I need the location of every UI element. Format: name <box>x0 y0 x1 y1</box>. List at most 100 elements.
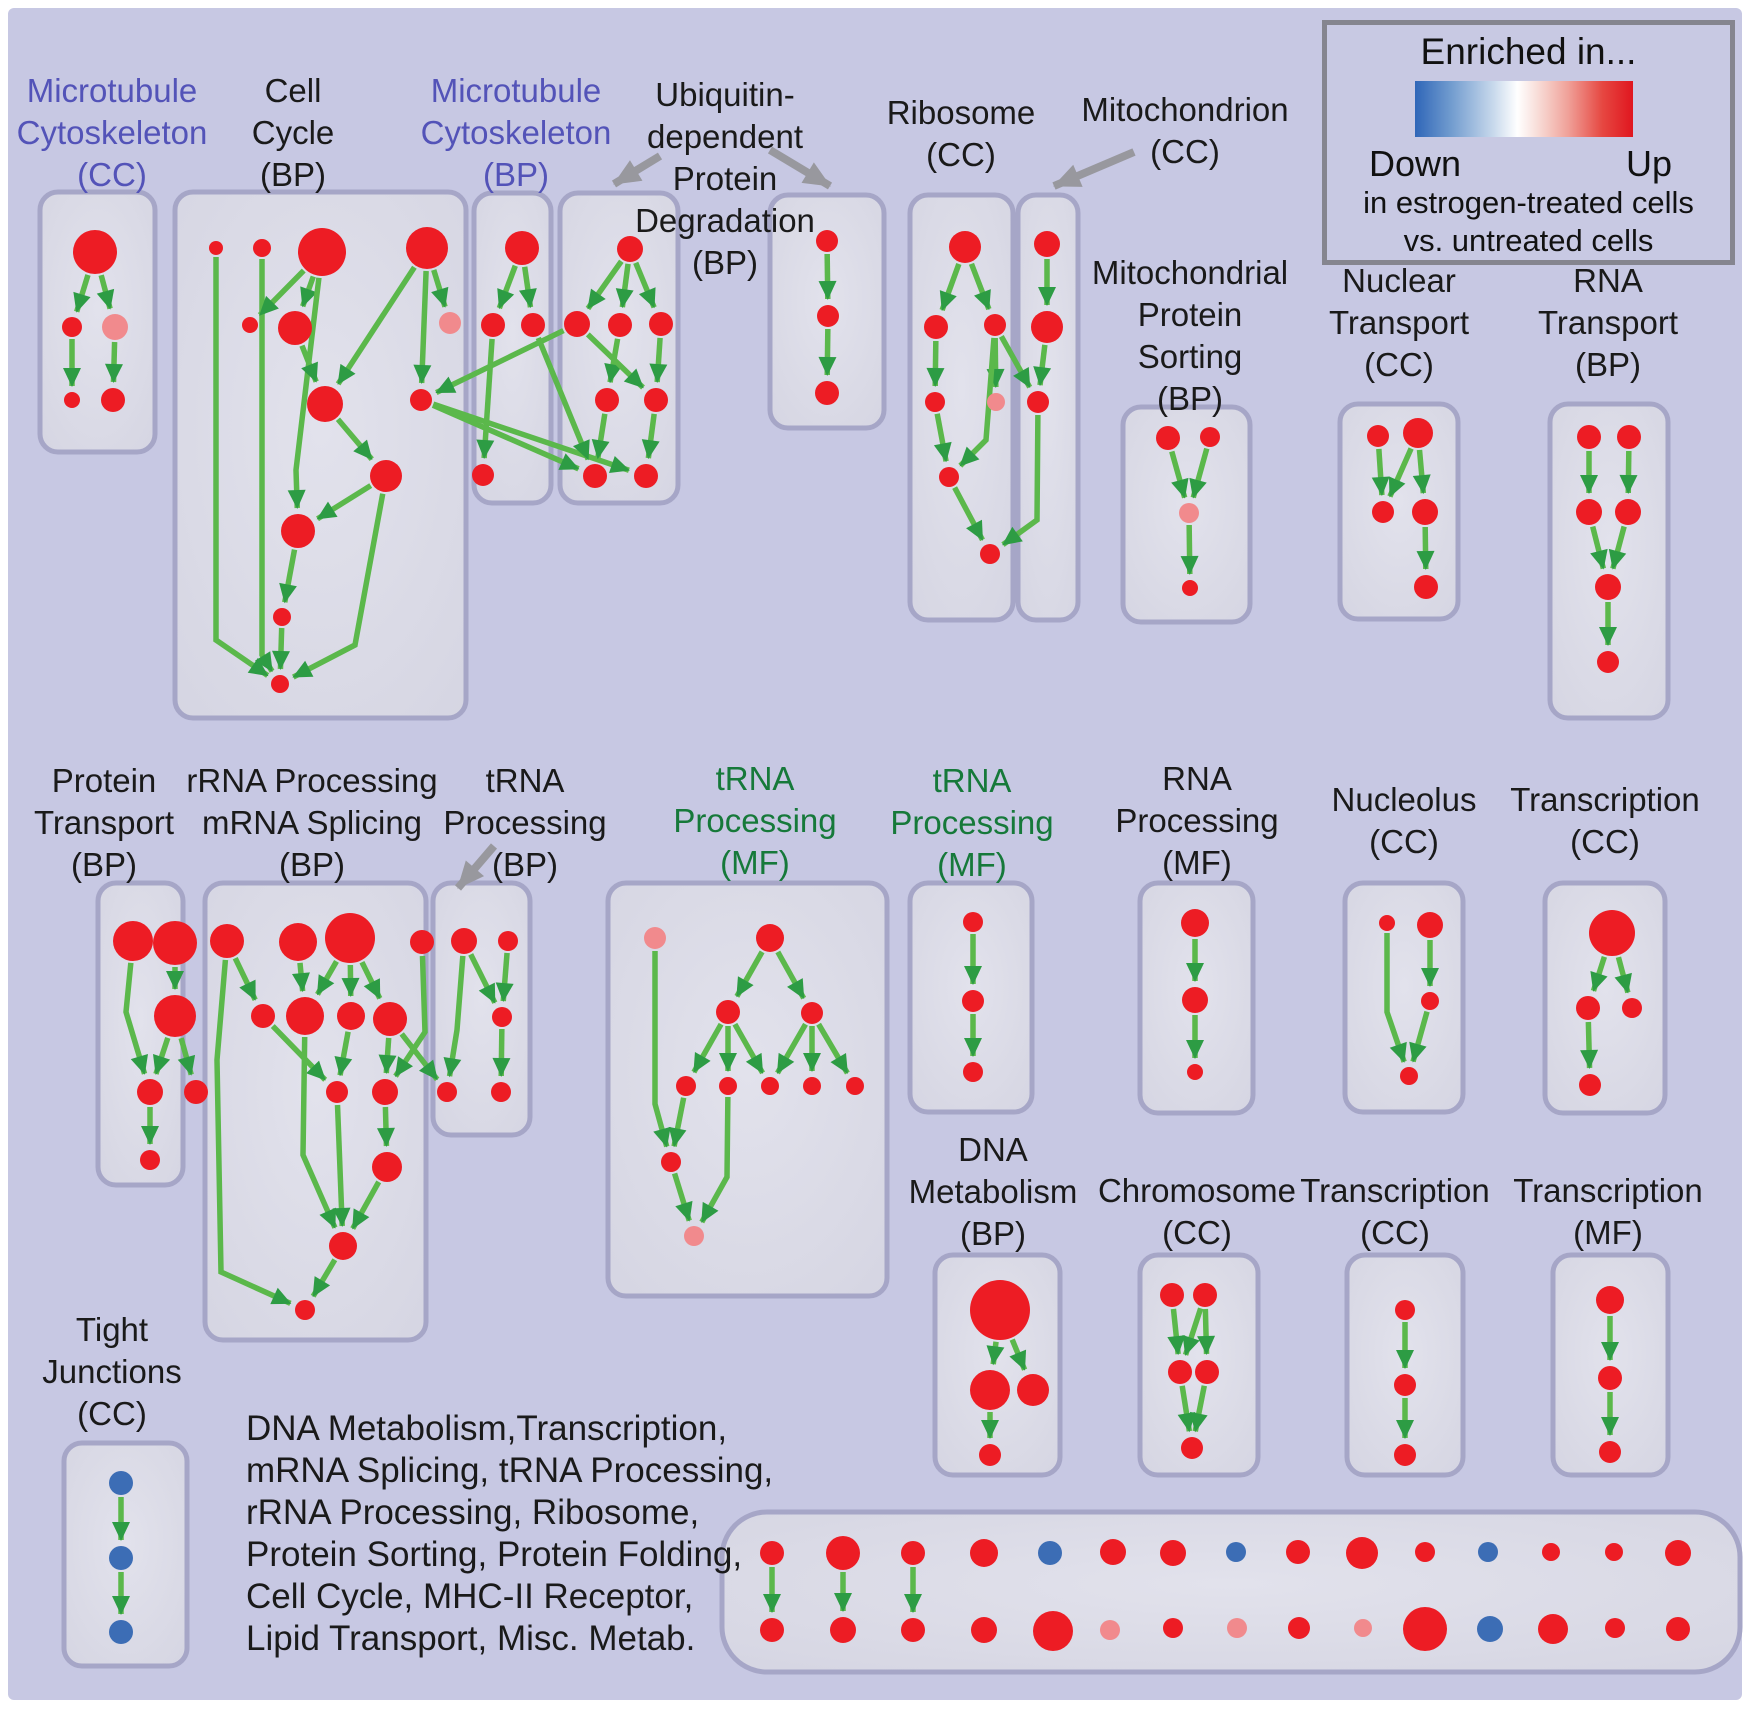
graph-node <box>1181 909 1209 937</box>
misc-annotation: DNA Metabolism,Transcription, mRNA Splici… <box>246 1408 773 1660</box>
edge-arrow <box>1590 955 1608 992</box>
cluster-label-line: tRNA <box>932 762 1012 799</box>
graph-node <box>1033 1611 1073 1651</box>
edge-arrow <box>699 1096 731 1224</box>
cluster-label-line: (BP) <box>71 846 137 883</box>
graph-node <box>1372 501 1394 523</box>
cluster-label-line: Junctions <box>42 1353 182 1390</box>
graph-node <box>608 313 632 337</box>
graph-node <box>644 388 668 412</box>
cluster-box-mtcc <box>37 189 158 455</box>
edge-arrow <box>1416 526 1435 571</box>
edge-arrow <box>232 956 258 1001</box>
edge-arrow <box>315 960 339 996</box>
cluster-box-ntr <box>1337 401 1461 622</box>
graph-node <box>102 314 128 340</box>
graph-node <box>307 386 343 422</box>
graph-node <box>1576 499 1602 525</box>
graph-node <box>1605 1618 1625 1638</box>
edge-arrow <box>492 1028 511 1078</box>
cluster-label-line: Ubiquitin- <box>655 76 795 113</box>
graph-node <box>492 1007 512 1027</box>
graph-node <box>1034 231 1060 257</box>
cluster-label-line: (CC) <box>1150 133 1220 170</box>
edge-arrow <box>376 1106 395 1148</box>
graph-node <box>1163 1618 1183 1638</box>
cluster-label-line: mRNA Splicing <box>201 804 423 841</box>
graph-node <box>963 1062 983 1082</box>
edge-arrow <box>1033 344 1052 387</box>
edge-arrow <box>958 337 997 468</box>
graph-node <box>1666 1617 1690 1641</box>
misc-annotation-line: Cell Cycle, MHC-II Receptor, <box>246 1577 694 1616</box>
graph-node <box>279 923 317 961</box>
graph-node <box>1100 1539 1126 1565</box>
graph-node <box>326 1081 348 1103</box>
graph-node <box>325 913 375 963</box>
graph-node <box>1181 1437 1203 1459</box>
graph-node <box>980 544 1000 564</box>
cluster-box-tmf3 <box>1550 1252 1671 1478</box>
cluster-label-line: RNA <box>1573 262 1643 299</box>
edge-arrow <box>998 335 1033 389</box>
graph-node <box>1542 1543 1560 1561</box>
cluster-label-line: Microtubule <box>430 72 602 109</box>
legend-down-label: Down <box>1369 143 1462 184</box>
cluster-label-line: Nucleolus <box>1331 781 1477 818</box>
graph-node <box>372 1152 402 1182</box>
edge-arrow <box>300 275 318 308</box>
graph-node <box>439 312 461 334</box>
edge-arrow <box>334 1031 353 1077</box>
graph-node <box>481 313 505 337</box>
edge-arrow <box>968 262 992 311</box>
graph-node <box>154 995 196 1037</box>
edge-arrow <box>775 1022 808 1075</box>
graph-node <box>451 928 477 954</box>
graph-node <box>1599 1441 1621 1463</box>
graph-node <box>62 317 82 337</box>
cluster-label-line: Microtubule <box>26 72 198 109</box>
graph-node <box>1579 1074 1601 1096</box>
cluster-label-line: Processing <box>1115 802 1279 839</box>
edge-arrow <box>952 486 985 542</box>
edge-arrow <box>310 1258 338 1298</box>
edge-arrow <box>350 1180 382 1230</box>
graph-node <box>817 305 839 327</box>
cluster-label-line: Cytoskeleton <box>420 114 612 151</box>
legend-gradient-bar <box>1415 81 1633 137</box>
graph-node <box>1038 1541 1062 1565</box>
edge-arrow <box>816 1022 850 1075</box>
graph-node <box>1160 1283 1184 1307</box>
cluster-label-line: (MF) <box>720 844 790 881</box>
graph-node <box>242 317 258 333</box>
graph-node <box>760 1618 784 1642</box>
edge-arrow <box>378 1037 397 1075</box>
cluster-label-line: Cycle <box>251 114 335 151</box>
graph-node <box>251 1004 275 1028</box>
legend-subtitle-2: vs. untreated cells <box>1403 223 1654 258</box>
edge-arrow <box>1182 1307 1204 1356</box>
graph-node <box>1187 1064 1203 1080</box>
graph-node <box>987 393 1005 411</box>
cluster-label-cc: Cell Cycle (BP) <box>252 70 335 196</box>
edge-arrow <box>1590 525 1608 570</box>
edge-arrow <box>291 962 310 993</box>
edge-arrow <box>287 277 322 510</box>
graph-node <box>1354 1619 1372 1637</box>
graph-node <box>1288 1617 1310 1639</box>
cluster-label-line: Transport <box>1329 304 1469 341</box>
cluster-label-tmf1: tRNA Processing (MF) <box>673 758 836 884</box>
graph-node <box>109 1620 133 1644</box>
cluster-label-ub1: Ubiquitin-dependent Protein Degradation (BP… <box>635 74 815 284</box>
edge-arrow <box>633 261 657 309</box>
graph-node <box>1615 499 1641 525</box>
graph-node <box>970 1280 1030 1340</box>
edge-arrow <box>431 402 580 472</box>
edge-arrow <box>359 960 383 1000</box>
cluster-label-line: (CC) <box>1369 823 1439 860</box>
cluster-label-line: (CC) <box>1570 823 1640 860</box>
graph-node <box>1665 1540 1691 1566</box>
edge-arrow <box>585 332 645 390</box>
edge-arrow <box>413 270 432 385</box>
graph-node <box>370 460 402 492</box>
